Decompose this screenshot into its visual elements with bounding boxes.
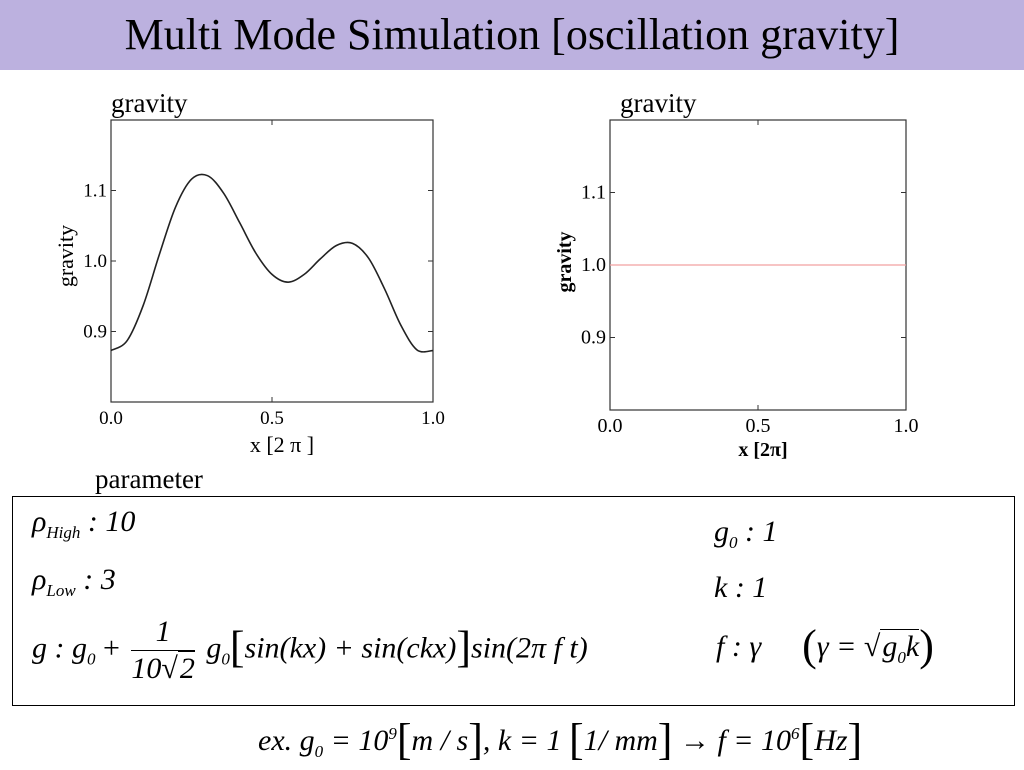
- rho-high-sub: High: [46, 523, 81, 542]
- y-axis-label: gravity: [554, 231, 576, 292]
- g-formula-fraction: 1 10√2: [131, 614, 195, 687]
- sqrt-icon: √: [863, 630, 881, 663]
- g-formula-sub0: 0: [87, 649, 96, 669]
- g0-symbol: g: [714, 515, 729, 548]
- example-u1: m / s: [411, 724, 469, 757]
- g-formula: g : g0 + 1 10√2 g0[sin(kx) + sin(ckx)]si…: [32, 614, 588, 687]
- g0-value: : 1: [745, 515, 778, 548]
- f-formula: f : γ (γ = √g0k): [716, 624, 934, 676]
- right-gravity-chart: 0.9 1.0 1.1 0.0 0.5 1.0 x [2π] gravity: [554, 119, 919, 461]
- y-tick-label: 1.1: [581, 182, 606, 204]
- g-formula-plus: +: [103, 631, 120, 665]
- example-text3: , k = 1: [482, 724, 569, 757]
- f-formula-root-sub: 0: [897, 648, 906, 667]
- g-formula-body: sin(kx) + sin(ckx): [244, 631, 457, 665]
- g-formula-left-bracket: [: [229, 622, 245, 672]
- g-formula-denominator: 10√2: [131, 651, 195, 687]
- example-b3c: ]: [847, 715, 863, 764]
- example-text2: = 10: [323, 724, 389, 757]
- x-axis-label: x [2π]: [738, 439, 787, 461]
- page-title: Multi Mode Simulation [oscillation gravi…: [124, 10, 900, 59]
- parameter-box: [12, 496, 1015, 706]
- x-tick-label: 1.0: [421, 408, 445, 429]
- rho-low-symbol: ρ: [32, 563, 47, 596]
- example-sub: 0: [314, 742, 324, 761]
- example-b3: [: [799, 715, 815, 764]
- plot-frame: [110, 119, 434, 403]
- rho-low-sub: Low: [46, 581, 76, 600]
- y-tick-label: 1.1: [83, 181, 107, 202]
- rho-high-param: ρHigh : 10: [32, 504, 135, 551]
- f-formula-root-tail: k: [905, 630, 920, 663]
- x-tick-label: 0.5: [746, 415, 771, 437]
- example-sup2: 6: [791, 724, 800, 743]
- example-b2: [: [568, 715, 584, 764]
- x-tick-label: 0.5: [260, 408, 284, 429]
- example-line: ex. g0 = 109[m / s], k = 1 [1/ mm] → f =…: [258, 716, 862, 770]
- example-text1: ex. g: [258, 724, 315, 757]
- g0-sub: 0: [729, 533, 738, 552]
- y-tick-label: 0.9: [83, 322, 107, 343]
- g-formula-right-bracket: ]: [456, 622, 472, 672]
- y-tick-label: 0.9: [581, 327, 606, 349]
- gravity-series-line: [110, 173, 434, 353]
- g-formula-tail: sin(2π f t): [471, 631, 588, 665]
- g-formula-den-coef: 10: [131, 652, 162, 685]
- f-formula-lhs: f : γ: [716, 630, 762, 663]
- example-b1: [: [396, 715, 412, 764]
- sqrt-icon: √: [161, 652, 178, 685]
- right-plot-caption: gravity: [620, 88, 697, 118]
- x-axis-label: x [2 π ]: [250, 432, 314, 457]
- rho-high-symbol: ρ: [32, 505, 47, 538]
- f-formula-root-g: g: [882, 630, 898, 663]
- g-formula-sub1: 0: [221, 649, 230, 669]
- f-formula-close-paren: ): [919, 621, 934, 670]
- x-tick-label: 0.0: [598, 415, 623, 437]
- example-b1c: ]: [468, 715, 483, 764]
- rho-low-value: : 3: [83, 563, 116, 596]
- example-sup1: 9: [388, 724, 397, 743]
- example-b2c: ]: [657, 715, 673, 764]
- y-tick-label: 1.0: [581, 254, 606, 276]
- example-arrow: → f = 10: [672, 724, 792, 757]
- parameter-caption: parameter: [95, 464, 203, 494]
- rho-high-value: : 10: [87, 505, 136, 538]
- left-gravity-chart: 0.9 1.0 1.1 0.0 0.5 1.0 x [2 π ] gravity: [53, 119, 445, 457]
- g-formula-g: g: [206, 631, 222, 665]
- left-plot-caption: gravity: [111, 88, 188, 118]
- f-formula-open-paren: (: [802, 621, 817, 670]
- y-axis-label: gravity: [53, 225, 78, 287]
- g-formula-lhs: g : g: [32, 631, 87, 665]
- f-formula-root: g0k: [880, 629, 920, 667]
- example-u3: Hz: [814, 724, 848, 757]
- g-formula-numerator: 1: [131, 614, 195, 651]
- x-tick-label: 1.0: [894, 415, 919, 437]
- example-u2: 1/ mm: [583, 724, 658, 757]
- x-tick-label: 0.0: [99, 408, 123, 429]
- title-bar: Multi Mode Simulation [oscillation gravi…: [0, 0, 1024, 70]
- rho-low-param: ρLow : 3: [32, 562, 116, 609]
- f-formula-mid: γ =: [816, 630, 864, 663]
- y-tick-label: 1.0: [83, 251, 107, 272]
- g-formula-den-root: 2: [177, 651, 195, 685]
- g0-param: g0 : 1: [714, 514, 778, 561]
- k-param: k : 1: [714, 571, 768, 604]
